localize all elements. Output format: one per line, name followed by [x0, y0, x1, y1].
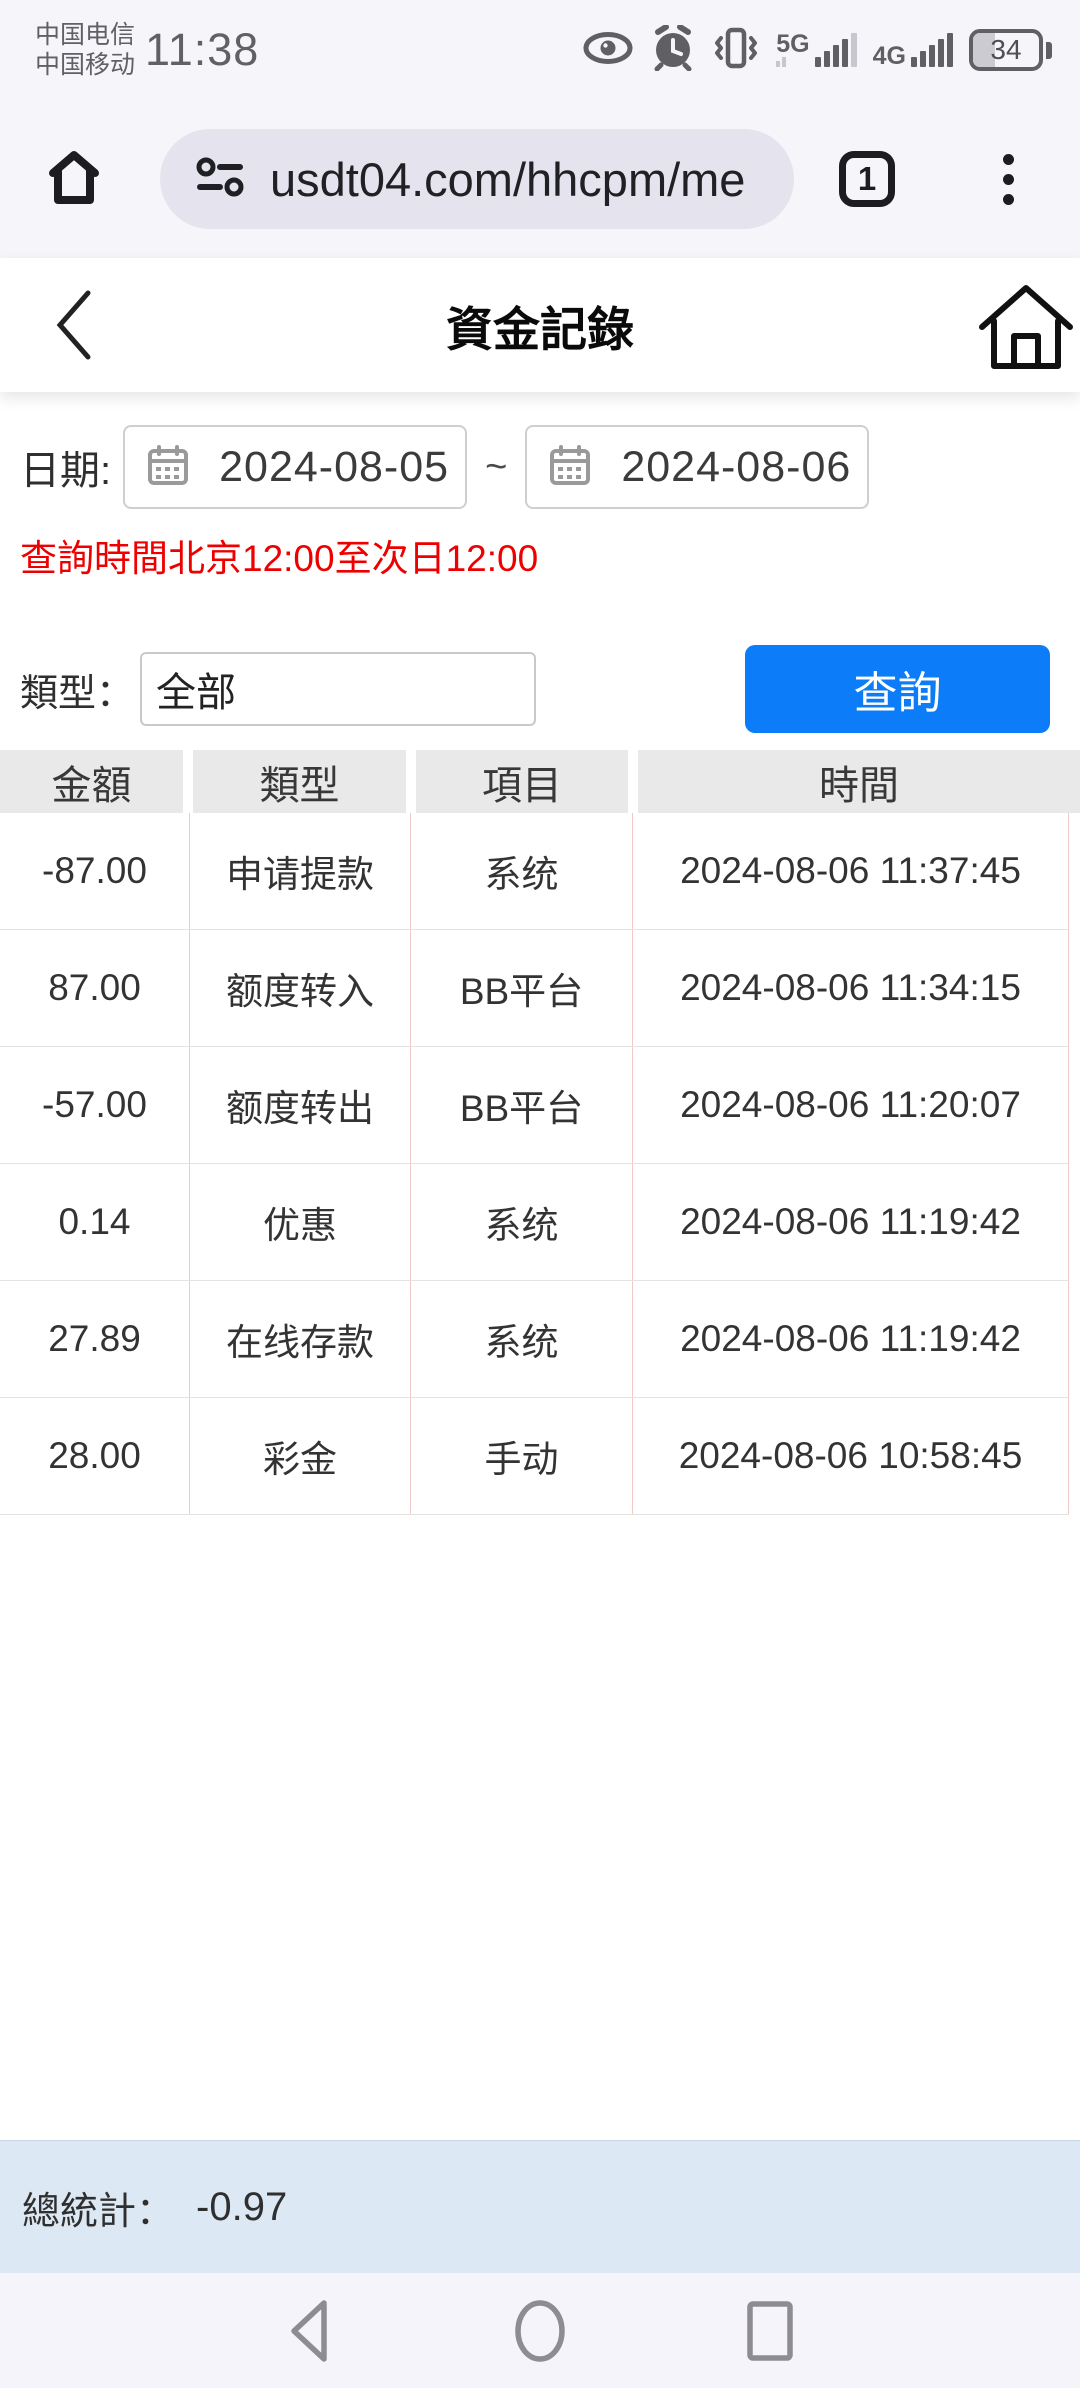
date-to-input[interactable]: 2024-08-06	[525, 425, 870, 509]
cell-item: 系统	[411, 813, 633, 929]
header-item: 項目	[416, 750, 628, 813]
page-title: 資金記錄	[446, 302, 634, 356]
type-input[interactable]	[140, 652, 537, 726]
total-label: 總統計：	[22, 2190, 175, 2233]
type-label: 類型：	[20, 672, 135, 715]
clock-time: 11:38	[145, 24, 260, 75]
table-row: 27.89 在线存款 系统 2024-08-06 11:19:42	[0, 1281, 1069, 1398]
cell-type: 额度转出	[190, 1047, 411, 1163]
cell-time: 2024-08-06 10:58:45	[633, 1398, 1069, 1514]
calendar-icon	[549, 444, 591, 491]
tab-switcher-button[interactable]: 1	[839, 151, 895, 207]
signal-bars-5g-icon	[814, 33, 857, 67]
table-row: 28.00 彩金 手动 2024-08-06 10:58:45	[0, 1398, 1069, 1515]
battery-icon: 34	[969, 29, 1043, 71]
header-type: 類型	[193, 750, 406, 813]
date-filter-row: 日期: 2024-08-05 ~ 2024-08-06	[20, 425, 870, 509]
cell-amount: 0.14	[0, 1164, 190, 1280]
status-bar: 中国电信 中国移动 11:38 5G 4G	[0, 0, 1080, 100]
nav-recents-icon[interactable]	[740, 2295, 800, 2367]
cell-time: 2024-08-06 11:34:15	[633, 930, 1069, 1046]
cell-type: 在线存款	[190, 1281, 411, 1397]
total-summary-band: 總統計： -0.97	[0, 2140, 1080, 2273]
nav-home-icon[interactable]	[510, 2295, 570, 2367]
battery-indicator: 34	[969, 29, 1052, 71]
cell-item: 系统	[411, 1281, 633, 1397]
android-nav-bar	[0, 2273, 1080, 2388]
date-from-input[interactable]: 2024-08-05	[123, 425, 468, 509]
table-header-row: 金額 類型 項目 時間	[0, 750, 1080, 813]
url-bar[interactable]: usdt04.com/hhcpm/me	[160, 129, 794, 229]
vibrate-icon	[712, 25, 760, 76]
table-row: 0.14 优惠 系统 2024-08-06 11:19:42	[0, 1164, 1069, 1281]
eye-comfort-icon	[582, 30, 634, 71]
cell-amount: -87.00	[0, 813, 190, 929]
cell-time: 2024-08-06 11:37:45	[633, 813, 1069, 929]
status-left: 中国电信 中国移动 11:38	[35, 20, 259, 80]
funds-table: 金額 類型 項目 時間 -87.00 申请提款 系统 2024-08-06 11…	[0, 750, 1080, 1515]
network-4g-label: 4G	[872, 42, 906, 70]
calendar-icon	[147, 444, 189, 491]
cell-type: 彩金	[190, 1398, 411, 1514]
home-icon[interactable]	[974, 274, 1078, 381]
browser-home-icon[interactable]	[45, 146, 103, 213]
status-right: 5G 4G 34	[582, 23, 1052, 76]
cell-amount: 27.89	[0, 1281, 190, 1397]
table-row: -87.00 申请提款 系统 2024-08-06 11:37:45	[0, 813, 1069, 930]
cell-time: 2024-08-06 11:19:42	[633, 1164, 1069, 1280]
date-range-separator: ~	[485, 445, 508, 488]
alarm-icon	[650, 23, 696, 76]
cell-item: BB平台	[411, 930, 633, 1046]
total-value: -0.97	[196, 2184, 288, 2229]
cell-amount: 87.00	[0, 930, 190, 1046]
cell-type: 额度转入	[190, 930, 411, 1046]
date-label: 日期:	[20, 449, 112, 493]
battery-nub	[1046, 41, 1052, 59]
cell-item: BB平台	[411, 1047, 633, 1163]
url-text[interactable]: usdt04.com/hhcpm/me	[270, 152, 746, 206]
browser-toolbar: usdt04.com/hhcpm/me 1	[0, 100, 1080, 258]
carrier-2: 中国移动	[35, 51, 136, 79]
back-button[interactable]	[48, 287, 100, 363]
query-time-notice: 查詢時間北京12:00至次日12:00	[20, 538, 539, 579]
carrier-names: 中国电信 中国移动	[35, 20, 135, 80]
type-filter-row: 類型： 查詢	[20, 645, 1050, 733]
site-settings-icon[interactable]	[196, 156, 244, 203]
cell-time: 2024-08-06 11:20:07	[633, 1047, 1069, 1163]
table-row: -57.00 额度转出 BB平台 2024-08-06 11:20:07	[0, 1047, 1069, 1164]
header-amount: 金額	[0, 750, 183, 813]
signal-5g: 5G	[776, 32, 857, 67]
nav-back-icon[interactable]	[280, 2295, 340, 2367]
page-header: 資金記錄	[0, 258, 1080, 392]
cell-item: 手动	[411, 1398, 633, 1514]
secondary-signal-icon	[776, 57, 787, 67]
search-button[interactable]: 查詢	[745, 645, 1050, 733]
battery-percent: 34	[990, 34, 1022, 65]
browser-menu-button[interactable]	[1003, 153, 1014, 205]
date-to-value: 2024-08-06	[621, 442, 852, 491]
cell-amount: -57.00	[0, 1047, 190, 1163]
cell-type: 申请提款	[190, 813, 411, 929]
header-time: 時間	[638, 750, 1080, 813]
table-row: 87.00 额度转入 BB平台 2024-08-06 11:34:15	[0, 930, 1069, 1047]
carrier-1: 中国电信	[35, 21, 136, 49]
cell-type: 优惠	[190, 1164, 411, 1280]
date-from-value: 2024-08-05	[219, 442, 450, 491]
table-body: -87.00 申请提款 系统 2024-08-06 11:37:45 87.00…	[0, 813, 1069, 1515]
cell-time: 2024-08-06 11:19:42	[633, 1281, 1069, 1397]
tab-count: 1	[857, 160, 877, 197]
signal-4g: 4G	[872, 33, 953, 70]
cell-amount: 28.00	[0, 1398, 190, 1514]
cell-item: 系统	[411, 1164, 633, 1280]
signal-bars-4g-icon	[911, 33, 953, 67]
battery-fill	[973, 33, 996, 67]
network-5g-label: 5G	[776, 32, 810, 67]
